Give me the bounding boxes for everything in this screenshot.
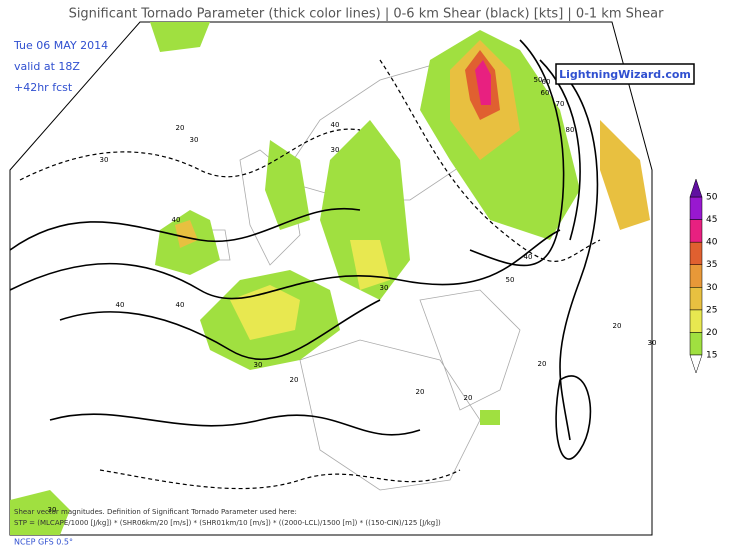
- contour-label: 30: [190, 136, 199, 144]
- colorbar-band: [689, 196, 703, 220]
- colorbar-band: [689, 309, 703, 333]
- colorbar-label: 35: [706, 260, 717, 270]
- colorbar-band: [689, 264, 703, 288]
- colorbar-label: 40: [706, 238, 718, 248]
- footer-formula: STP = (MLCAPE/1000 [J/kg]) * (SHR06km/20…: [14, 519, 441, 527]
- contour-label: 40: [524, 253, 533, 261]
- contour-label: 80: [566, 126, 575, 134]
- contour-label: 20: [176, 124, 185, 132]
- date: Tue 06 MAY 2014: [13, 39, 108, 52]
- colorbar-label: 45: [706, 215, 717, 225]
- colorbar-band: [689, 332, 703, 356]
- contour-label: 60: [541, 89, 550, 97]
- contour-label: 50: [506, 276, 515, 284]
- contour-label: 30: [254, 361, 263, 369]
- contour-label: 20: [464, 394, 473, 402]
- contour-label: 40: [176, 301, 185, 309]
- shear-contours: [9, 39, 601, 490]
- colorbar-label: 25: [706, 305, 717, 315]
- title: Significant Tornado Parameter (thick col…: [69, 7, 665, 22]
- footer-line: Shear vector magnitudes. Definition of S…: [14, 508, 297, 516]
- contour-label: 60: [542, 78, 551, 86]
- colorbar-top: [689, 178, 703, 198]
- contour-label: 30: [48, 506, 57, 514]
- forecast-hour: +42hr fcst: [14, 81, 73, 94]
- logo-box: [555, 63, 695, 85]
- colorbar-label: 15: [706, 351, 717, 361]
- colorbar: 15 20 25 30 35 40 45 50: [689, 178, 718, 374]
- colorbar-band: [689, 219, 703, 243]
- contour-label: 20: [290, 376, 299, 384]
- valid-time: valid at 18Z: [14, 60, 80, 73]
- contour-label: 40: [116, 301, 125, 309]
- contour-label: 20: [538, 360, 547, 368]
- colorbar-band: [689, 241, 703, 265]
- source: NCEP GFS 0.5°: [14, 538, 73, 547]
- colorbar-bottom: [689, 354, 703, 374]
- contour-label: 30: [648, 339, 657, 347]
- stp-shading: [10, 22, 650, 535]
- colorbar-band: [689, 287, 703, 311]
- contour-label: 30: [100, 156, 109, 164]
- contour-label: 50: [534, 76, 543, 84]
- contour-label: 20: [613, 322, 622, 330]
- contour-label: 40: [172, 216, 181, 224]
- contour-label: 20: [416, 388, 425, 396]
- contour-label: 30: [331, 146, 340, 154]
- contour-label: 70: [556, 100, 565, 108]
- logo: LightningWizard.com: [559, 68, 691, 81]
- map-frame: [9, 21, 653, 536]
- contour-label: 40: [331, 121, 340, 129]
- colorbar-label: 20: [706, 328, 718, 338]
- colorbar-label: 30: [706, 283, 718, 293]
- contour-label: 30: [380, 284, 389, 292]
- colorbar-label: 50: [706, 193, 718, 203]
